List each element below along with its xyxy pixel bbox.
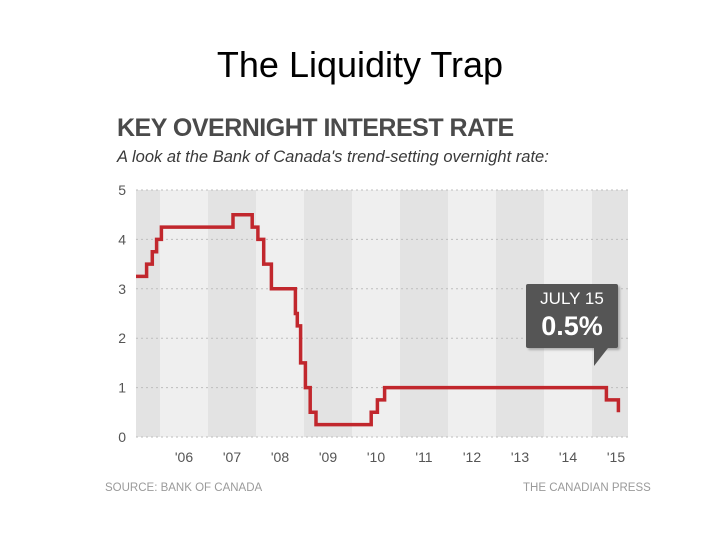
y-tick-label: 1 bbox=[118, 380, 126, 396]
background-bands bbox=[136, 190, 628, 437]
x-tick-label: '12 bbox=[463, 449, 481, 465]
y-tick-label: 3 bbox=[118, 281, 126, 297]
year-band bbox=[208, 190, 256, 437]
publisher-credit: THE CANADIAN PRESS bbox=[523, 482, 651, 494]
slide-title: The Liquidity Trap bbox=[216, 44, 504, 85]
x-tick-label: '13 bbox=[511, 449, 529, 465]
x-tick-label: '06 bbox=[175, 449, 193, 465]
year-band bbox=[352, 190, 400, 437]
chart-title: KEY OVERNIGHT INTEREST RATE bbox=[117, 114, 514, 142]
source-credit: SOURCE: BANK OF CANADA bbox=[105, 482, 263, 494]
year-band bbox=[448, 190, 496, 437]
x-tick-label: '11 bbox=[415, 449, 432, 465]
callout-date: JULY 15 bbox=[540, 289, 604, 308]
x-tick-label: '07 bbox=[223, 449, 241, 465]
y-tick-label: 0 bbox=[118, 429, 126, 445]
y-tick-label: 4 bbox=[118, 231, 126, 247]
x-tick-label: '09 bbox=[319, 449, 337, 465]
year-band bbox=[400, 190, 448, 437]
x-tick-label: '10 bbox=[367, 449, 385, 465]
series-line bbox=[136, 212, 621, 427]
year-band bbox=[136, 190, 160, 437]
year-band bbox=[304, 190, 352, 437]
y-tick-label: 5 bbox=[118, 182, 126, 198]
series-layer bbox=[136, 212, 621, 427]
july-15-callout: JULY 15 0.5% bbox=[526, 284, 618, 366]
year-band bbox=[160, 190, 208, 437]
y-axis-ticks: 0 1 2 3 4 5 bbox=[118, 182, 126, 445]
y-tick-label: 2 bbox=[118, 330, 126, 346]
callout-value: 0.5% bbox=[541, 311, 603, 341]
x-tick-label: '08 bbox=[271, 449, 289, 465]
x-axis-ticks: '06 '07 '08 '09 '10 '11 '12 '13 '14 '15 bbox=[175, 449, 625, 465]
chart-subtitle: A look at the Bank of Canada's trend-set… bbox=[117, 148, 549, 166]
x-tick-label: '15 bbox=[607, 449, 625, 465]
x-tick-label: '14 bbox=[559, 449, 577, 465]
